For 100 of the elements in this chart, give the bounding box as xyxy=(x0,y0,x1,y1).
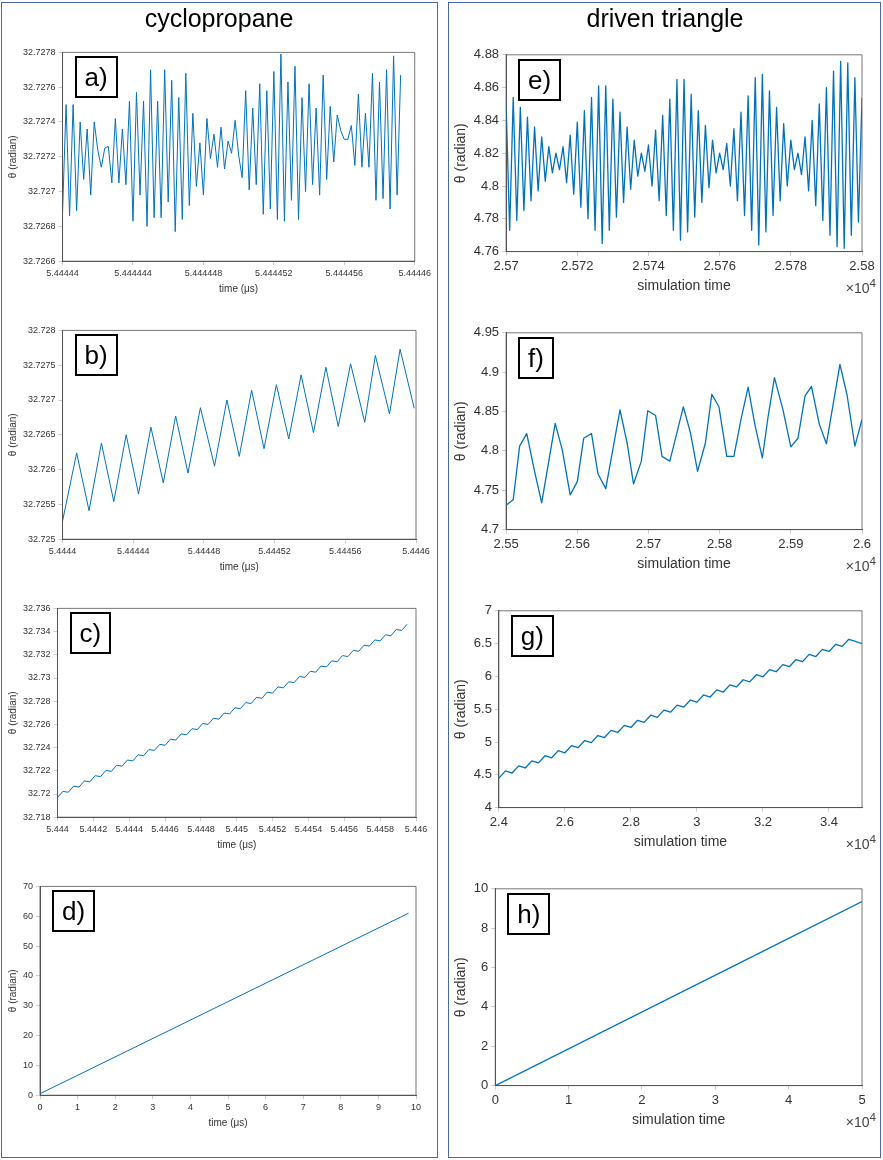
x-tick-label: 7 xyxy=(300,1102,306,1113)
x-tick-label: 2.576 xyxy=(703,257,736,273)
y-tick-label: 32.726 xyxy=(28,464,56,475)
y-tick-label: 32.7276 xyxy=(22,81,56,92)
x-tick-label: 4 xyxy=(187,1102,193,1113)
x-tick-label: 2.572 xyxy=(561,257,594,273)
y-tick-label: 7 xyxy=(484,602,492,618)
x-tick-label: 2.4 xyxy=(489,813,508,829)
y-tick-label: 32.73 xyxy=(28,672,51,683)
x-axis-title: time (μs) xyxy=(208,1116,248,1128)
x-tick-label: 2.578 xyxy=(774,257,808,273)
x-axis-title: simulation time xyxy=(637,277,731,294)
y-tick-label: 4.7 xyxy=(481,521,500,537)
y-tick-label: 32.7255 xyxy=(22,498,56,509)
annotation: a) xyxy=(74,56,118,99)
y-tick-label: 4.75 xyxy=(473,481,500,497)
y-axis-title: θ (radian) xyxy=(6,413,18,457)
x-tick-label: 2.58 xyxy=(706,535,733,551)
x-tick-label: 5.44448 xyxy=(187,546,221,557)
annotation: b) xyxy=(74,334,118,377)
x-tick-label: 5.444444 xyxy=(114,268,152,279)
y-tick-label: 32.7266 xyxy=(22,255,56,266)
x-tick-label: 5.44452 xyxy=(258,546,291,557)
x-tick-label: 2.59 xyxy=(778,535,804,551)
y-tick-label: 4 xyxy=(484,799,492,815)
chart-title: cyclopropane xyxy=(143,4,295,33)
x-tick-label: 2.6 xyxy=(555,813,574,829)
y-tick-label: 6 xyxy=(481,959,489,975)
y-tick-label: 4.82 xyxy=(473,144,500,160)
text: ×10$^{4}$ xyxy=(845,831,876,852)
y-tick-label: 10 xyxy=(23,1059,34,1070)
x-tick-label: 5.4444 xyxy=(115,824,143,835)
y-tick-label: 0 xyxy=(481,1077,489,1093)
x-tick-label: 5.444 xyxy=(46,824,69,835)
x-tick-label: 5.44444 xyxy=(46,268,79,279)
x-tick-label: 5.4444 xyxy=(48,546,77,557)
x-tick-label: 2.55 xyxy=(493,535,519,551)
x-tick-label: 3.4 xyxy=(819,813,839,829)
y-tick-label: 2 xyxy=(481,1037,489,1053)
x-axis-title: simulation time xyxy=(631,1111,726,1128)
x-tick-label: 5.4448 xyxy=(187,824,215,835)
y-tick-label: 8 xyxy=(481,919,489,935)
y-tick-label: 32.727 xyxy=(28,394,56,405)
x-tick-label: 2.574 xyxy=(632,257,665,273)
y-tick-label: 32.7265 xyxy=(22,429,56,440)
x-tick-label: 2.57 xyxy=(635,535,662,551)
text: ×10$^{4}$ xyxy=(845,1109,876,1130)
y-tick-label: 32.7274 xyxy=(22,116,56,127)
y-tick-label: 32.736 xyxy=(23,602,51,613)
y-tick-label: 4.95 xyxy=(473,324,500,340)
y-tick-label: 32.734 xyxy=(23,626,51,637)
x-tick-label: 5.445 xyxy=(225,824,249,835)
x-tick-label: 3.2 xyxy=(753,813,772,829)
text: ×10$^{4}$ xyxy=(845,275,876,296)
y-tick-label: 70 xyxy=(23,880,34,891)
x-tick-label: 5.4452 xyxy=(258,824,287,835)
x-tick-label: 5.4446 xyxy=(151,824,179,835)
y-tick-label: 4.86 xyxy=(473,79,500,95)
x-tick-label: 5.444448 xyxy=(184,268,223,279)
x-tick-label: 2.57 xyxy=(493,257,519,273)
y-axis-title: θ (radian) xyxy=(452,123,469,184)
y-tick-label: 32.728 xyxy=(28,324,56,335)
x-axis-title: time (μs) xyxy=(219,282,259,294)
x-axis-title: simulation time xyxy=(637,555,731,572)
annotation: f) xyxy=(518,336,554,379)
x-tick-label: 5.444456 xyxy=(325,268,364,279)
x-tick-label: 5.4442 xyxy=(79,824,108,835)
y-tick-label: 6.5 xyxy=(473,635,492,651)
x-tick-label: 5.4456 xyxy=(330,824,359,835)
y-tick-label: 50 xyxy=(23,940,34,951)
x-tick-label: 3 xyxy=(711,1091,719,1107)
y-tick-label: 4.8 xyxy=(481,177,500,193)
y-axis-title: θ (radian) xyxy=(452,957,469,1018)
x-tick-label: 2.56 xyxy=(564,535,590,551)
annotation: c) xyxy=(69,612,112,655)
x-tick-label: 3 xyxy=(693,813,701,829)
y-tick-label: 20 xyxy=(23,1030,34,1041)
x-tick-label: 5 xyxy=(225,1102,231,1113)
x-tick-label: 6 xyxy=(263,1102,269,1113)
y-tick-label: 4.88 xyxy=(473,46,500,62)
y-tick-label: 4.9 xyxy=(481,363,500,379)
y-tick-label: 32.72 xyxy=(28,788,51,799)
x-axis-title: time (μs) xyxy=(219,560,259,572)
x-tick-label: 5.444452 xyxy=(255,268,293,279)
y-tick-label: 32.728 xyxy=(23,695,51,706)
y-tick-label: 4.5 xyxy=(473,766,492,782)
y-axis-title: θ (radian) xyxy=(6,135,18,179)
y-tick-label: 32.727 xyxy=(28,186,56,197)
y-tick-label: 4.76 xyxy=(473,243,500,259)
y-tick-label: 32.7268 xyxy=(22,220,56,231)
x-tick-label: 9 xyxy=(375,1102,381,1113)
x-tick-label: 5.446 xyxy=(404,824,428,835)
y-tick-label: 10 xyxy=(473,880,489,896)
x-tick-label: 5.44456 xyxy=(329,546,362,557)
x-tick-label: 5.44446 xyxy=(398,268,432,279)
y-tick-label: 32.725 xyxy=(28,533,56,544)
y-tick-label: 4.85 xyxy=(473,403,500,419)
x-tick-label: 5.4454 xyxy=(294,824,323,835)
y-tick-label: 5 xyxy=(484,733,492,749)
y-tick-label: 4.78 xyxy=(473,210,500,226)
